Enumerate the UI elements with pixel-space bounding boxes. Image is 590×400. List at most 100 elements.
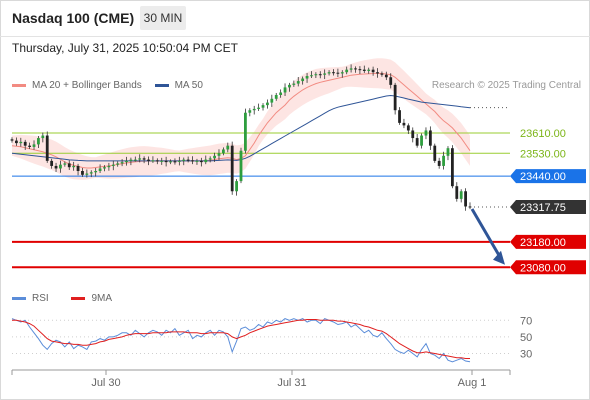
candle-body bbox=[389, 77, 393, 85]
candle-body bbox=[191, 160, 194, 162]
x-tick-label: Jul 31 bbox=[277, 377, 306, 389]
candle-body bbox=[169, 161, 172, 163]
legend-label-ma50: MA 50 bbox=[174, 80, 203, 91]
candle-body bbox=[446, 148, 450, 156]
candle-body bbox=[103, 167, 106, 169]
candle-body bbox=[468, 206, 472, 208]
candle-body bbox=[111, 164, 115, 166]
legend-item-rsi: RSI bbox=[12, 293, 49, 304]
candle-body bbox=[235, 181, 238, 192]
candle-body bbox=[274, 95, 278, 99]
x-tick-label: Aug 1 bbox=[458, 377, 487, 389]
legend-swatch-ma20 bbox=[12, 83, 26, 87]
forecast-arrow-shaft bbox=[470, 208, 503, 260]
rsi-9ma-line bbox=[12, 319, 470, 359]
level-label: 23530.00 bbox=[520, 148, 566, 160]
candle-body bbox=[195, 160, 199, 162]
candle-body bbox=[230, 145, 234, 192]
candle-body bbox=[340, 72, 344, 74]
candle-body bbox=[354, 68, 357, 70]
chart-header: Nasdaq 100 (CME) 30 MIN bbox=[0, 0, 590, 36]
candle-body bbox=[19, 141, 23, 144]
candle-body bbox=[151, 160, 155, 162]
candle-body bbox=[349, 68, 353, 70]
candle-body bbox=[327, 72, 331, 74]
candle-body bbox=[50, 160, 54, 166]
candle-body bbox=[15, 140, 18, 144]
candle-body bbox=[380, 73, 384, 75]
candle-body bbox=[345, 69, 349, 73]
candle-body bbox=[310, 75, 313, 77]
candle-body bbox=[37, 138, 40, 145]
candle-body bbox=[411, 130, 415, 139]
candles bbox=[10, 64, 472, 211]
candle-body bbox=[116, 163, 120, 165]
candle-body bbox=[226, 145, 230, 150]
candle-body bbox=[415, 138, 419, 146]
candle-body bbox=[41, 135, 45, 139]
candle-body bbox=[437, 160, 441, 166]
candle-body bbox=[402, 122, 406, 126]
candle-body bbox=[199, 160, 203, 163]
candle-body bbox=[173, 161, 177, 163]
candle-body bbox=[459, 191, 463, 199]
candle-body bbox=[362, 69, 366, 71]
candle-body bbox=[155, 160, 159, 162]
candle-body bbox=[261, 105, 265, 108]
level-label: 23080.00 bbox=[520, 262, 566, 274]
rsi-tick-label: 70 bbox=[520, 315, 532, 327]
legend-item-ma50: MA 50 bbox=[154, 80, 203, 91]
instrument-title: Nasdaq 100 (CME) bbox=[12, 10, 135, 26]
candle-body bbox=[464, 191, 467, 207]
candle-body bbox=[318, 74, 322, 76]
legend-item-9ma: 9MA bbox=[71, 293, 112, 304]
candle-body bbox=[248, 110, 252, 113]
level-label-box bbox=[510, 260, 586, 275]
legend-item-ma20: MA 20 + Bollinger Bands bbox=[12, 80, 142, 91]
price-legend: MA 20 + Bollinger Bands MA 50 bbox=[12, 80, 213, 91]
candle-body bbox=[455, 186, 459, 199]
candle-body bbox=[420, 135, 423, 146]
candle-body bbox=[63, 163, 67, 165]
candle-body bbox=[177, 160, 181, 162]
candle-body bbox=[59, 164, 62, 169]
candle-body bbox=[142, 158, 146, 160]
candle-body bbox=[305, 76, 309, 79]
candle-body bbox=[120, 162, 124, 164]
candle-body bbox=[367, 69, 371, 71]
legend-swatch-rsi bbox=[12, 296, 26, 300]
candle-body bbox=[23, 141, 27, 146]
candle-body bbox=[45, 135, 49, 161]
rsi-line bbox=[11, 318, 471, 363]
candle-body bbox=[393, 84, 397, 111]
level-label: 23317.75 bbox=[520, 202, 566, 214]
candle-body bbox=[204, 159, 208, 163]
candle-body bbox=[81, 171, 84, 175]
interval-button[interactable]: 30 MIN bbox=[140, 6, 186, 30]
rsi-tick-label: 50 bbox=[520, 332, 532, 344]
level-label: 23610.00 bbox=[520, 128, 566, 140]
candle-body bbox=[221, 149, 225, 154]
candle-body bbox=[283, 87, 287, 93]
candle-body bbox=[257, 107, 261, 109]
rsi-tick-label: 30 bbox=[520, 349, 532, 361]
candle-body bbox=[89, 172, 93, 174]
candle-body bbox=[288, 84, 291, 88]
rsi-legend: RSI 9MA bbox=[12, 293, 132, 304]
candle-body bbox=[133, 159, 137, 161]
candle-body bbox=[296, 81, 300, 84]
candle-body bbox=[424, 130, 428, 136]
level-label: 23440.00 bbox=[520, 171, 566, 183]
candle-body bbox=[72, 165, 76, 168]
candle-body bbox=[314, 74, 318, 76]
candle-body bbox=[301, 78, 305, 82]
candle-body bbox=[129, 159, 133, 161]
candle-body bbox=[160, 160, 164, 162]
legend-label-9ma: 9MA bbox=[91, 293, 113, 304]
level-label: 23180.00 bbox=[520, 237, 566, 249]
candle-body bbox=[384, 74, 388, 78]
candle-body bbox=[336, 72, 340, 74]
candle-body bbox=[125, 160, 128, 163]
candle-body bbox=[67, 163, 71, 168]
candle-body bbox=[371, 69, 375, 73]
